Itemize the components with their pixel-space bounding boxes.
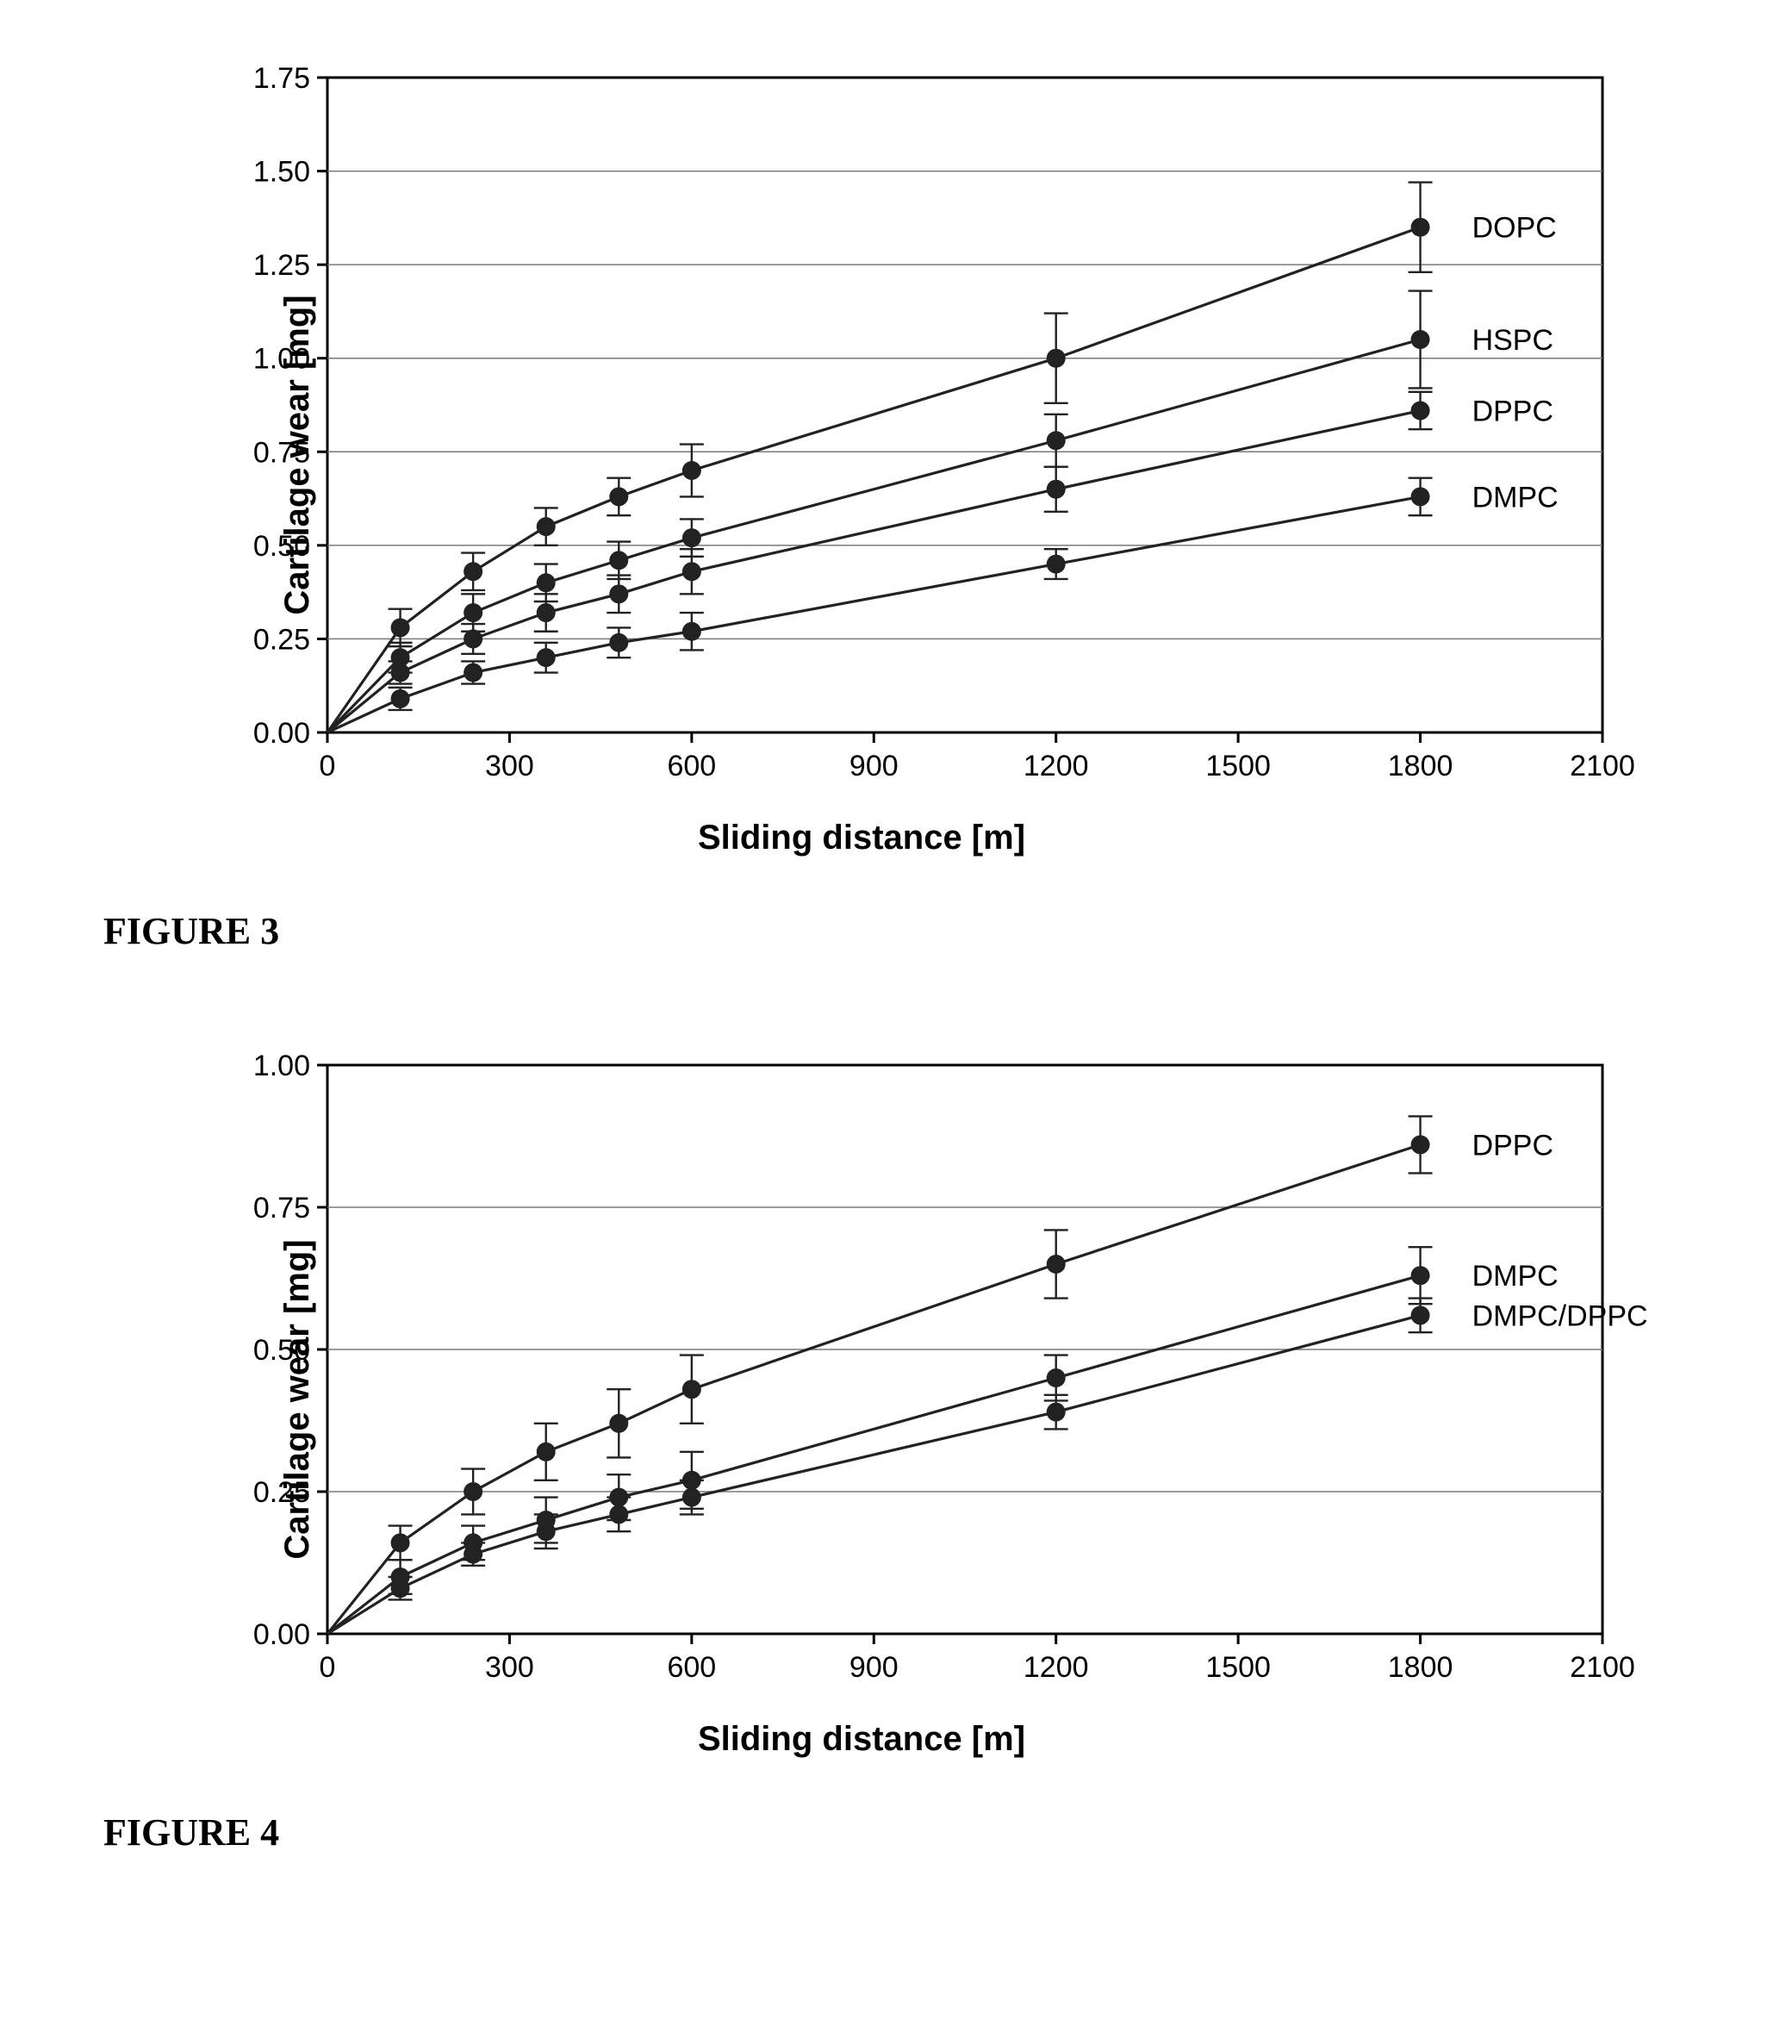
figure-4-marker xyxy=(391,1579,410,1598)
figure-4-xtick-label: 0 xyxy=(320,1651,336,1684)
figure-4-caption: FIGURE 4 xyxy=(103,1810,1723,1854)
figure-3-marker xyxy=(609,487,628,506)
figure-4-marker xyxy=(1047,1403,1066,1422)
figure-4-ytick-label: 0.00 xyxy=(253,1618,310,1651)
figure-4-marker xyxy=(391,1533,410,1552)
figure-4-marker xyxy=(537,1522,556,1541)
figure-3-xtick-label: 1800 xyxy=(1388,750,1453,782)
figure-3-plot-border xyxy=(327,78,1602,732)
figure-4-xtick-label: 1500 xyxy=(1205,1651,1271,1684)
figure-3-caption: FIGURE 3 xyxy=(103,909,1723,953)
figure-3-marker xyxy=(391,664,410,682)
figure-4-xtick-label: 300 xyxy=(485,1651,534,1684)
figure-4-xtick-label: 1800 xyxy=(1388,1651,1453,1684)
figure-3-marker xyxy=(1047,480,1066,499)
figure-4-marker xyxy=(609,1414,628,1433)
figure-3-marker xyxy=(1411,218,1430,237)
figure-4-marker xyxy=(1047,1368,1066,1387)
figure-4-marker xyxy=(682,1380,701,1399)
figure-4-marker xyxy=(464,1545,482,1564)
figure-4-marker xyxy=(609,1505,628,1524)
figure-3-marker xyxy=(609,584,628,603)
figure-3-marker xyxy=(537,648,556,667)
figure-4-marker xyxy=(464,1482,482,1501)
figure-4-ytick-label: 1.00 xyxy=(253,1050,310,1082)
figure-3-marker xyxy=(609,633,628,652)
figure-3-marker xyxy=(537,517,556,536)
figure-3-xtick-label: 2100 xyxy=(1570,750,1635,782)
figure-3-xtick-label: 1200 xyxy=(1024,750,1089,782)
figure-4-chart: 0.000.250.500.751.0003006009001200150018… xyxy=(224,1039,1723,1703)
figure-3-series-label-DMPC: DMPC xyxy=(1472,481,1559,514)
figure-4-xtick-label: 1200 xyxy=(1024,1651,1089,1684)
figure-3-ytick-label: 0.00 xyxy=(253,717,310,750)
figure-4-marker xyxy=(1047,1255,1066,1274)
figure-3-marker xyxy=(464,664,482,682)
page: Cartilage wear [mg] 0.000.250.500.751.00… xyxy=(0,0,1792,2044)
figure-4-series-label-DMPC/DPPC: DMPC/DPPC xyxy=(1472,1299,1648,1332)
figure-3-marker xyxy=(1411,330,1430,349)
figure-3-chart-wrap: Cartilage wear [mg] 0.000.250.500.751.00… xyxy=(224,52,1723,857)
figure-4-block: Cartilage wear [mg] 0.000.250.500.751.00… xyxy=(69,1039,1723,1854)
figure-3-marker xyxy=(464,603,482,622)
figure-3-series-label-DOPC: DOPC xyxy=(1472,212,1557,245)
figure-3-marker xyxy=(391,618,410,637)
figure-3-marker xyxy=(1047,349,1066,368)
figure-4-svg: 0.000.250.500.751.0003006009001200150018… xyxy=(224,1039,1792,1703)
figure-3-ytick-label: 0.25 xyxy=(253,623,310,656)
figure-4-marker xyxy=(682,1488,701,1507)
figure-4-chart-wrap: Cartilage wear [mg] 0.000.250.500.751.00… xyxy=(224,1039,1723,1759)
figure-3-xtick-label: 0 xyxy=(320,750,336,782)
figure-4-xtick-label: 2100 xyxy=(1570,1651,1635,1684)
figure-3-ytick-label: 1.25 xyxy=(253,249,310,282)
figure-3-marker xyxy=(609,551,628,570)
figure-4-marker xyxy=(1411,1306,1430,1324)
figure-4-series-label-DPPC: DPPC xyxy=(1472,1129,1553,1162)
figure-4-marker xyxy=(537,1443,556,1461)
figure-3-marker xyxy=(682,562,701,581)
figure-3-marker xyxy=(537,573,556,592)
figure-4-ylabel: Cartilage wear [mg] xyxy=(278,1239,317,1559)
figure-3-marker xyxy=(391,689,410,708)
figure-3-xtick-label: 900 xyxy=(849,750,899,782)
figure-3-marker xyxy=(682,528,701,547)
figure-3-marker xyxy=(1411,402,1430,421)
figure-3-marker xyxy=(1411,487,1430,506)
figure-3-marker xyxy=(464,629,482,648)
figure-3-xlabel: Sliding distance [m] xyxy=(224,819,1499,857)
figure-3-marker xyxy=(537,603,556,622)
figure-3-svg: 0.000.250.500.751.001.251.501.7503006009… xyxy=(224,52,1792,801)
figure-3-xtick-label: 300 xyxy=(485,750,534,782)
figure-3-series-label-DPPC: DPPC xyxy=(1472,396,1553,428)
figure-3-ylabel: Cartilage wear [mg] xyxy=(278,295,317,614)
figure-3-block: Cartilage wear [mg] 0.000.250.500.751.00… xyxy=(69,52,1723,953)
figure-4-series-label-DMPC: DMPC xyxy=(1472,1260,1559,1293)
figure-4-xtick-label: 900 xyxy=(849,1651,899,1684)
figure-3-xtick-label: 1500 xyxy=(1205,750,1271,782)
figure-3-marker xyxy=(682,622,701,641)
figure-3-marker xyxy=(682,461,701,480)
figure-4-xtick-label: 600 xyxy=(667,1651,716,1684)
figure-3-xtick-label: 600 xyxy=(667,750,716,782)
figure-3-marker xyxy=(1047,555,1066,574)
figure-3-series-label-HSPC: HSPC xyxy=(1472,324,1553,357)
figure-3-chart: 0.000.250.500.751.001.251.501.7503006009… xyxy=(224,52,1723,801)
figure-3-ytick-label: 1.75 xyxy=(253,62,310,95)
figure-4-xlabel: Sliding distance [m] xyxy=(224,1720,1499,1759)
figure-3-marker xyxy=(1047,431,1066,450)
figure-4-marker xyxy=(1411,1135,1430,1154)
figure-4-marker xyxy=(1411,1266,1430,1285)
figure-4-ytick-label: 0.75 xyxy=(253,1192,310,1225)
figure-3-ytick-label: 1.50 xyxy=(253,156,310,189)
figure-3-marker xyxy=(464,562,482,581)
